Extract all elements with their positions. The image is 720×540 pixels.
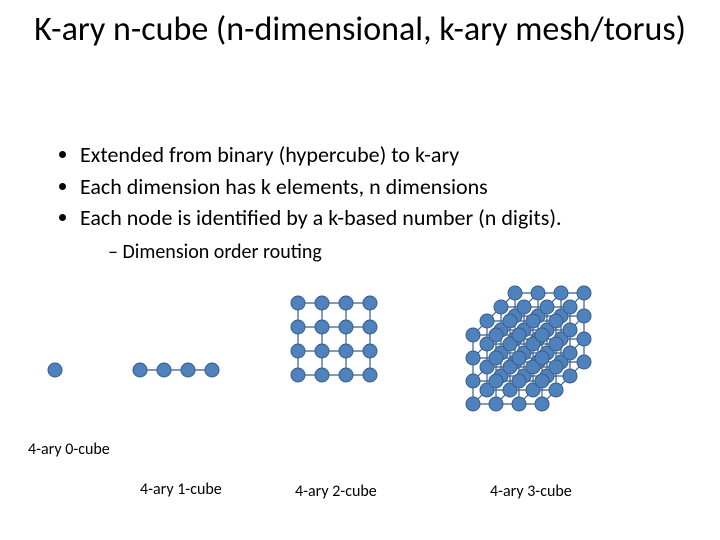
bullet-list: Extended from binary (hypercube) to k-ar… [40, 140, 720, 268]
bullet-item: Each dimension has k elements, n dimensi… [80, 172, 720, 202]
figure-4ary-1cube [130, 285, 250, 405]
caption-1cube: 4-ary 1-cube [140, 480, 222, 499]
caption-0cube: 4-ary 0-cube [28, 440, 110, 459]
bullet-item: Extended from binary (hypercube) to k-ar… [80, 140, 720, 170]
figure-4ary-0cube [35, 285, 75, 405]
bullet-item: Each node is identified by a k-based num… [80, 203, 720, 233]
figure-4ary-3cube [455, 260, 655, 430]
caption-2cube: 4-ary 2-cube [295, 482, 377, 501]
figure-4ary-2cube [280, 285, 410, 415]
caption-3cube: 4-ary 3-cube [490, 482, 572, 501]
slide-title: K-ary n-cube (n-dimensional, k-ary mesh/… [0, 10, 720, 49]
